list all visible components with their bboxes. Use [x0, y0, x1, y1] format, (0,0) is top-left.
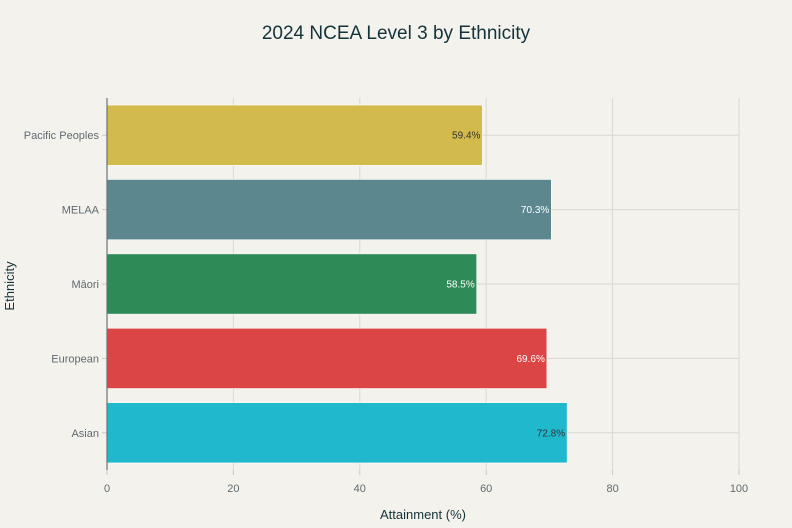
x-tick-label: 80	[606, 483, 618, 495]
bar-data-label: 70.3%	[521, 205, 549, 216]
bar	[106, 253, 478, 315]
bar-data-label: 72.8%	[537, 428, 565, 439]
x-tick-label: 40	[354, 483, 366, 495]
y-tick-label: Māori	[71, 279, 99, 291]
x-tick-label: 20	[227, 483, 239, 495]
bar	[106, 104, 483, 166]
chart-title: 2024 NCEA Level 3 by Ethnicity	[262, 23, 531, 44]
y-tick-labels: Asian European Māori MELAA Pacific Peoples	[24, 130, 107, 440]
bars: 72.8% 69.6% 58.5% 70.3% 59.4%	[106, 104, 568, 464]
bar-data-label: 58.5%	[446, 280, 474, 291]
x-tick-label: 60	[480, 483, 492, 495]
y-tick-label: MELAA	[62, 205, 100, 217]
x-tick-labels: 0 20 40 60 80 100	[104, 483, 748, 495]
x-tick-label: 0	[104, 483, 110, 495]
x-axis-title: Attainment (%)	[380, 507, 466, 522]
bar	[106, 402, 568, 464]
y-tick-label: Pacific Peoples	[24, 130, 100, 142]
y-axis-title: Ethnicity	[2, 261, 17, 311]
bar	[106, 179, 552, 241]
bar-data-label: 59.4%	[452, 131, 480, 142]
y-tick-label: Asian	[71, 428, 99, 440]
x-tick-label: 100	[730, 483, 748, 495]
bar	[106, 327, 548, 389]
y-tick-label: European	[51, 353, 99, 365]
bar-data-label: 69.6%	[517, 354, 545, 365]
